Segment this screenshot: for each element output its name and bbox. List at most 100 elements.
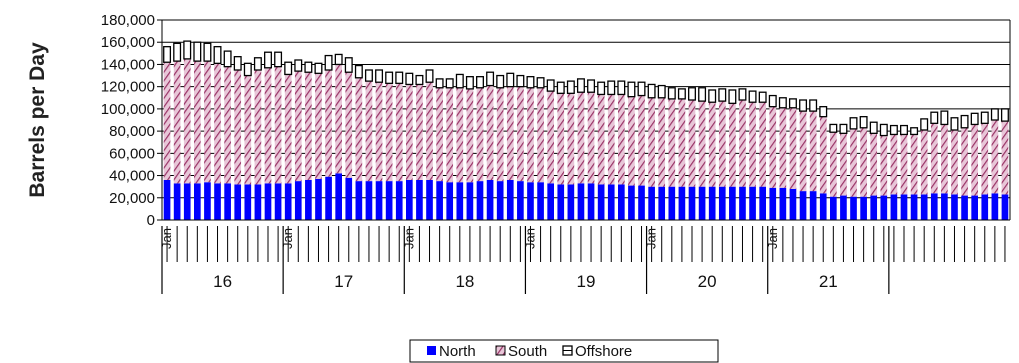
bar-offshore xyxy=(253,57,262,71)
bar-offshore xyxy=(859,116,868,129)
bar-south xyxy=(204,61,211,183)
bar-offshore xyxy=(516,74,525,88)
bar-north xyxy=(718,186,726,220)
bar-offshore xyxy=(688,87,696,101)
bar-south xyxy=(547,91,554,184)
bar-offshore xyxy=(183,40,192,60)
bar-offshore xyxy=(970,112,979,126)
bar-north xyxy=(749,186,756,220)
y-tick-label: 180,000 xyxy=(101,12,155,29)
bar-offshore xyxy=(748,90,757,103)
bar-north xyxy=(294,181,302,220)
bar-north xyxy=(900,194,908,220)
bar-north xyxy=(951,194,958,220)
bar-offshore xyxy=(728,89,737,104)
gridlines xyxy=(161,19,1011,220)
bar-offshore xyxy=(546,79,555,92)
bar-offshore xyxy=(849,117,858,130)
y-tick-label: 40,000 xyxy=(109,168,155,185)
bar-offshore xyxy=(385,71,394,84)
bar-offshore xyxy=(233,56,242,71)
bar-offshore xyxy=(364,69,373,82)
y-tick-label: 0 xyxy=(147,212,155,229)
bar-offshore xyxy=(455,73,464,89)
bar-north xyxy=(486,180,494,220)
bar-north xyxy=(668,186,676,220)
bar-north xyxy=(224,183,231,220)
bar-north xyxy=(456,182,464,220)
bar-offshore xyxy=(708,89,717,103)
bar-north xyxy=(506,180,514,220)
bar-north xyxy=(739,186,746,220)
bar-south xyxy=(678,98,686,187)
bar-south xyxy=(426,82,433,180)
bar-north xyxy=(214,183,221,220)
bar-offshore xyxy=(819,106,828,118)
bar-offshore xyxy=(486,71,495,87)
bar-south xyxy=(900,134,908,195)
bar-south xyxy=(527,87,534,183)
bar-south xyxy=(385,83,393,182)
bar-south xyxy=(688,100,696,187)
bar-south xyxy=(436,87,443,182)
bar-north xyxy=(910,194,918,220)
bar-south xyxy=(910,134,918,195)
bar-north xyxy=(890,194,898,220)
bar-offshore xyxy=(677,88,686,100)
bar-offshore xyxy=(264,51,272,69)
bar-offshore xyxy=(274,51,283,68)
bar-south xyxy=(951,130,958,195)
bar-offshore xyxy=(435,78,444,89)
bar-south xyxy=(749,102,756,187)
bar-north xyxy=(335,173,342,220)
bar-north xyxy=(587,183,595,220)
bar-offshore xyxy=(920,118,929,131)
bar-offshore xyxy=(607,80,616,96)
year-label: 18 xyxy=(455,272,474,291)
bar-north xyxy=(194,183,201,220)
bar-offshore xyxy=(980,111,989,124)
year-label: 20 xyxy=(698,272,717,291)
bar-south xyxy=(941,124,948,194)
bar-north xyxy=(850,196,857,220)
bar-south xyxy=(628,96,635,186)
bar-north xyxy=(365,181,373,220)
bar-offshore xyxy=(960,114,969,129)
bar-south xyxy=(587,92,595,184)
bar-south xyxy=(406,84,413,180)
bar-offshore xyxy=(576,78,585,93)
bar-south xyxy=(537,87,544,183)
bar-south xyxy=(961,127,968,196)
bar-north xyxy=(618,184,625,220)
bar-north xyxy=(355,181,363,220)
bar-south xyxy=(759,102,766,187)
legend-label-north: North xyxy=(439,343,476,360)
bar-offshore xyxy=(243,62,252,77)
bar-north xyxy=(345,177,353,220)
bar-offshore xyxy=(910,127,919,136)
y-tick-label: 100,000 xyxy=(101,101,155,118)
month-label: Jan xyxy=(280,228,295,249)
bar-offshore xyxy=(526,76,535,89)
bar-north xyxy=(244,184,252,220)
bar-north xyxy=(537,182,544,220)
bar-south xyxy=(446,87,454,183)
bar-offshore xyxy=(284,61,293,76)
bar-north xyxy=(628,185,635,220)
bar-offshore xyxy=(354,64,363,79)
bar-south xyxy=(365,81,373,182)
bar-north xyxy=(567,184,575,220)
bar-north xyxy=(577,183,585,220)
bar-south xyxy=(991,120,999,194)
y-tick-label: 160,000 xyxy=(101,34,155,51)
x-axis: Jan 16 Jan 17 Jan 18 Jan 19 Jan 20 Jan 21 xyxy=(159,226,1006,294)
bar-south xyxy=(345,72,353,178)
bar-south xyxy=(739,100,746,187)
bar-north xyxy=(436,181,443,220)
bar-south xyxy=(284,74,292,184)
bar-north xyxy=(597,184,605,220)
bar-offshore xyxy=(839,123,848,134)
bar-offshore xyxy=(163,46,172,63)
bar-offshore xyxy=(375,69,384,83)
